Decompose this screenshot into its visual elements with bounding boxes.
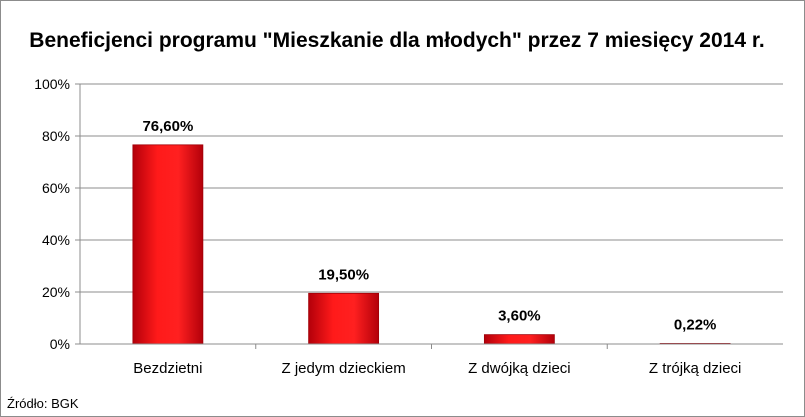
chart-title: Beneficjenci programu "Mieszkanie dla mł…	[29, 29, 764, 52]
y-tick-label: 60%	[42, 180, 70, 196]
y-tick-label: 20%	[42, 284, 70, 300]
y-axis-ticks: 0% 20% 40% 60% 80% 100%	[34, 76, 80, 352]
bar	[132, 144, 204, 345]
bar	[308, 292, 380, 345]
y-tick-label: 40%	[42, 232, 70, 248]
data-label: 76,60%	[142, 118, 193, 135]
y-tick-label: 100%	[34, 76, 70, 92]
bars	[132, 144, 731, 345]
x-tick-label: Z jedym dzieckiem	[282, 360, 406, 377]
data-labels: 76,60% 19,50% 3,60% 0,22%	[142, 118, 716, 334]
x-tick-label: Bezdzietni	[133, 360, 202, 377]
axes	[79, 84, 783, 349]
x-axis-labels: Bezdzietni Z jedym dzieckiem Z dwójką dzie…	[133, 360, 741, 377]
y-tick-label: 80%	[42, 128, 70, 144]
x-tick-label: Z trójką dzieci	[649, 360, 742, 377]
data-label: 3,60%	[498, 308, 541, 325]
data-label: 0,22%	[674, 316, 717, 333]
bar	[483, 334, 555, 345]
y-tick-label: 0%	[50, 336, 70, 352]
source-note: Źródło: BGK	[7, 396, 79, 411]
x-tick-label: Z dwójką dzieci	[468, 360, 571, 377]
data-label: 19,50%	[318, 266, 369, 283]
